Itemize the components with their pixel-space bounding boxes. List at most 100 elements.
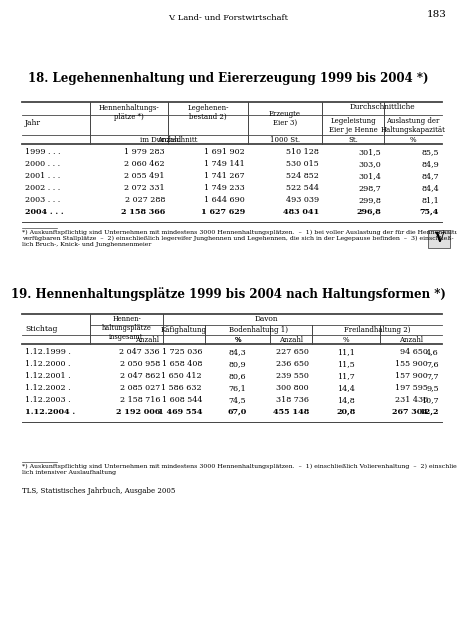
Text: 74,5: 74,5: [228, 396, 246, 404]
Text: 14,4: 14,4: [337, 384, 355, 392]
Text: V: V: [434, 232, 444, 246]
Text: Hennenhaltungs-
plätze *): Hennenhaltungs- plätze *): [99, 104, 159, 121]
Text: Käfighaltung: Käfighaltung: [161, 326, 207, 334]
Text: 2 158 716: 2 158 716: [119, 396, 160, 404]
Text: Anzahl: Anzahl: [279, 336, 303, 344]
Text: 84,3: 84,3: [228, 348, 246, 356]
Text: Anzahl: Anzahl: [157, 136, 181, 144]
Text: %: %: [234, 336, 241, 344]
Text: 231 436: 231 436: [395, 396, 428, 404]
Text: 2000 . . .: 2000 . . .: [25, 160, 60, 168]
Text: 81,1: 81,1: [421, 196, 439, 204]
Text: Bodenhaltung 1): Bodenhaltung 1): [229, 326, 288, 334]
Text: 2 047 336: 2 047 336: [119, 348, 160, 356]
Text: %: %: [343, 336, 349, 344]
Text: lich intensiver Auslaufhaltung: lich intensiver Auslaufhaltung: [22, 470, 116, 475]
Text: 493 039: 493 039: [286, 196, 319, 204]
Text: Hennen-
haltungsplätze
insgesamt: Hennen- haltungsplätze insgesamt: [101, 315, 151, 341]
Bar: [428, 230, 450, 248]
Text: %: %: [234, 336, 241, 344]
Text: 1.12.2003 .: 1.12.2003 .: [25, 396, 71, 404]
Text: Legehenen-
bestand 2): Legehenen- bestand 2): [187, 104, 229, 121]
Text: 80,6: 80,6: [228, 372, 246, 380]
Text: 530 015: 530 015: [286, 160, 319, 168]
Text: 85,5: 85,5: [421, 148, 439, 156]
Text: 2002 . . .: 2002 . . .: [25, 184, 60, 192]
Text: TLS, Statistisches Jahrbuch, Ausgabe 2005: TLS, Statistisches Jahrbuch, Ausgabe 200…: [22, 487, 175, 495]
Text: 1000 St.: 1000 St.: [270, 136, 300, 144]
Text: Anzahl: Anzahl: [135, 336, 159, 344]
Text: 197 595: 197 595: [395, 384, 428, 392]
Text: 2 055 491: 2 055 491: [124, 172, 165, 180]
Text: 1 608 544: 1 608 544: [161, 396, 202, 404]
Text: 2 192 006: 2 192 006: [116, 408, 160, 416]
Text: Davon: Davon: [254, 315, 278, 323]
Text: Durchschnittliche: Durchschnittliche: [349, 103, 415, 111]
Text: 510 128: 510 128: [286, 148, 319, 156]
Text: 301,5: 301,5: [358, 148, 381, 156]
Text: 9,5: 9,5: [426, 384, 439, 392]
Text: 227 650: 227 650: [276, 348, 309, 356]
Text: lich Bruch-, Knick- und Junghennenmeier: lich Bruch-, Knick- und Junghennenmeier: [22, 242, 151, 247]
Text: 7,6: 7,6: [426, 360, 439, 368]
Text: 1.12.2000 .: 1.12.2000 .: [25, 360, 70, 368]
Text: 2 085 027: 2 085 027: [120, 384, 160, 392]
Text: 2 047 862: 2 047 862: [119, 372, 160, 380]
Text: 1.12.2002 .: 1.12.2002 .: [25, 384, 71, 392]
Text: 303,0: 303,0: [358, 160, 381, 168]
Text: Stichtag: Stichtag: [25, 325, 58, 333]
Text: 1.12.1999 .: 1.12.1999 .: [25, 348, 71, 356]
Text: 11,1: 11,1: [337, 348, 355, 356]
Text: 2 158 366: 2 158 366: [121, 208, 165, 216]
Text: 20,8: 20,8: [336, 408, 356, 416]
Text: %: %: [409, 136, 416, 144]
Text: St.: St.: [348, 136, 358, 144]
Text: 236 650: 236 650: [276, 360, 309, 368]
Text: 155 900: 155 900: [395, 360, 428, 368]
Text: 267 304: 267 304: [392, 408, 428, 416]
Text: Jahr: Jahr: [25, 119, 41, 127]
Text: 522 544: 522 544: [286, 184, 319, 192]
Text: 76,1: 76,1: [228, 384, 246, 392]
Text: 296,8: 296,8: [356, 208, 381, 216]
Text: 1 469 554: 1 469 554: [158, 408, 202, 416]
Text: 1 586 632: 1 586 632: [161, 384, 202, 392]
Text: 483 041: 483 041: [283, 208, 319, 216]
Text: Auslastung der
Haltungskapazität: Auslastung der Haltungskapazität: [381, 117, 446, 134]
Text: 2 027 288: 2 027 288: [125, 196, 165, 204]
Text: 298,7: 298,7: [358, 184, 381, 192]
Text: 2 050 958: 2 050 958: [120, 360, 160, 368]
Text: 300 800: 300 800: [276, 384, 309, 392]
Text: 2001 . . .: 2001 . . .: [25, 172, 60, 180]
Text: 1999 . . .: 1999 . . .: [25, 148, 60, 156]
Text: 1 749 141: 1 749 141: [204, 160, 245, 168]
Text: 183: 183: [427, 10, 447, 19]
Text: 18. Legehennenhaltung und Eiererzeugung 1999 bis 2004 *): 18. Legehennenhaltung und Eiererzeugung …: [28, 72, 428, 85]
Text: V. Land- und Forstwirtschaft: V. Land- und Forstwirtschaft: [168, 14, 288, 22]
Text: 2 072 331: 2 072 331: [124, 184, 165, 192]
Text: 2004 . . .: 2004 . . .: [25, 208, 64, 216]
Text: 524 852: 524 852: [286, 172, 319, 180]
Text: 4,6: 4,6: [426, 348, 439, 356]
Text: 1 691 902: 1 691 902: [204, 148, 245, 156]
Text: 455 148: 455 148: [273, 408, 309, 416]
Text: Erzeugte
Eier 3): Erzeugte Eier 3): [269, 110, 301, 127]
Text: 94 650: 94 650: [400, 348, 428, 356]
Text: *) Auskunftspflichtig sind Unternehmen mit mindestens 3000 Hennenhaltungsplätzen: *) Auskunftspflichtig sind Unternehmen m…: [22, 230, 457, 236]
Text: *) Auskunftspflichtig sind Unternehmen mit mindestens 3000 Hennenhaltungsplätzen: *) Auskunftspflichtig sind Unternehmen m…: [22, 464, 457, 469]
Text: verfügbaren Stallplätze  –  2) einschließlich legereifer Junghennen und Legehenn: verfügbaren Stallplätze – 2) einschließl…: [22, 236, 454, 241]
Text: 1 658 408: 1 658 408: [162, 360, 202, 368]
Text: 1 741 267: 1 741 267: [204, 172, 245, 180]
Text: 84,9: 84,9: [421, 160, 439, 168]
Text: 1 627 629: 1 627 629: [201, 208, 245, 216]
Text: 318 736: 318 736: [276, 396, 309, 404]
Text: 1 650 412: 1 650 412: [161, 372, 202, 380]
Text: 1 725 036: 1 725 036: [161, 348, 202, 356]
Text: Anzahl: Anzahl: [399, 336, 423, 344]
Text: 84,7: 84,7: [421, 172, 439, 180]
Text: 2003 . . .: 2003 . . .: [25, 196, 60, 204]
Text: 299,8: 299,8: [358, 196, 381, 204]
Text: 67,0: 67,0: [228, 408, 247, 416]
Text: 1 979 283: 1 979 283: [124, 148, 165, 156]
Text: 11,5: 11,5: [337, 360, 355, 368]
